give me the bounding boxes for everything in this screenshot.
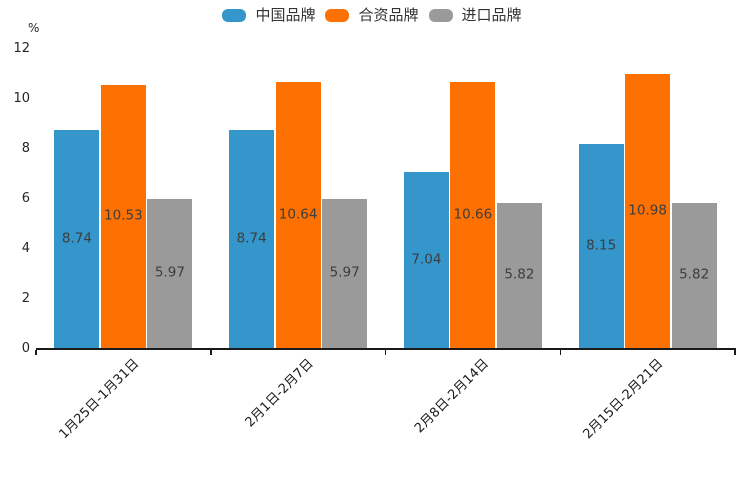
x-axis-tick xyxy=(559,350,561,355)
bar-value-label: 10.64 xyxy=(278,206,318,223)
x-axis-tick xyxy=(734,350,736,355)
y-tick-label: 4 xyxy=(21,240,30,256)
bar-进口品牌-3 xyxy=(496,202,542,348)
bar-value-label: 10.66 xyxy=(453,206,493,222)
bar-value-label: 8.74 xyxy=(61,230,92,246)
legend-swatch-icon xyxy=(428,9,453,22)
x-axis-tick xyxy=(384,350,387,355)
y-tick-label: 12 xyxy=(13,40,30,56)
bar-value-label: 10.98 xyxy=(628,202,667,218)
bar-中国品牌-1 xyxy=(54,129,100,348)
x-axis-tick xyxy=(35,350,37,355)
legend-item-合资品牌: 合资品牌 xyxy=(325,6,419,24)
legend-item-中国品牌: 中国品牌 xyxy=(222,8,315,23)
bar-合资品牌-4 xyxy=(625,73,671,348)
y-tick-label: 10 xyxy=(13,90,30,106)
bar-value-label: 5.97 xyxy=(329,264,360,281)
bar-中国品牌-2 xyxy=(229,129,275,348)
y-tick-label: 2 xyxy=(21,290,30,306)
legend-swatch-icon xyxy=(325,9,350,22)
legend: 中国品牌 合资品牌 进口品牌 xyxy=(0,8,744,23)
bar-value-label: 5.97 xyxy=(154,264,185,281)
x-category-label: 2月1日-2月7日 xyxy=(242,356,318,431)
x-category-label: 2月8日-2月14日 xyxy=(411,356,492,437)
bar-合资品牌-2 xyxy=(275,82,321,348)
bar-value-label: 7.04 xyxy=(411,251,442,268)
bar-value-label: 10.53 xyxy=(104,207,143,224)
bar-value-label: 8.15 xyxy=(586,237,617,254)
bar-中国品牌-3 xyxy=(403,172,449,348)
bar-value-label: 5.82 xyxy=(504,266,535,283)
bar-value-label: 5.82 xyxy=(679,266,710,283)
y-tick-label: 6 xyxy=(21,190,30,206)
bar-value-label: 8.74 xyxy=(236,230,267,246)
bar-进口品牌-4 xyxy=(671,202,717,348)
legend-label: 进口品牌 xyxy=(461,6,522,24)
bar-进口品牌-2 xyxy=(322,198,368,348)
x-category-label: 1月25日-1月31日 xyxy=(56,356,143,443)
legend-swatch-icon xyxy=(222,9,247,22)
legend-item-进口品牌: 进口品牌 xyxy=(428,6,522,24)
bar-进口品牌-1 xyxy=(147,198,193,348)
x-axis-tick xyxy=(210,350,212,355)
y-axis-unit-label: % xyxy=(28,21,40,35)
bar-合资品牌-3 xyxy=(450,81,496,348)
legend-label: 中国品牌 xyxy=(255,6,316,24)
bar-中国品牌-4 xyxy=(578,144,624,348)
x-category-label: 2月15日-2月21日 xyxy=(580,356,667,443)
y-tick-label: 0 xyxy=(21,340,30,356)
x-axis-line xyxy=(36,348,736,350)
bar-合资品牌-1 xyxy=(100,84,146,348)
y-tick-label: 8 xyxy=(21,140,30,156)
legend-label: 合资品牌 xyxy=(358,6,419,24)
